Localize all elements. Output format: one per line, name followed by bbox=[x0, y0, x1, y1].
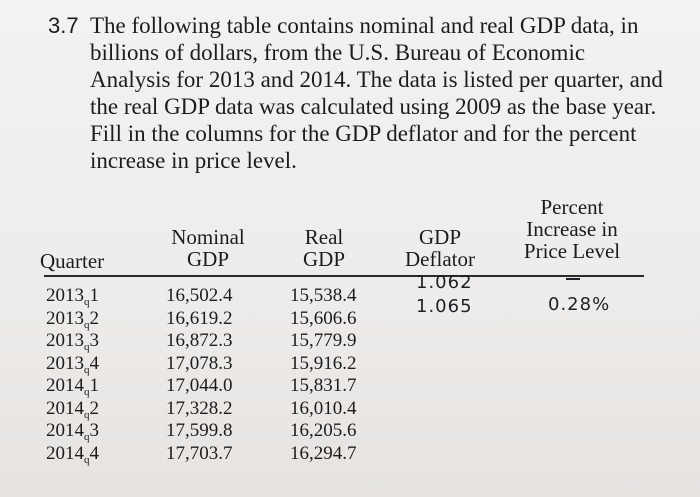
real-gdp-cell: 15,831.7 bbox=[290, 375, 357, 396]
quarter-cell: 2014q2 bbox=[46, 397, 99, 421]
real-gdp-cell: 16,294.7 bbox=[290, 442, 357, 464]
handwritten-deflator-1: 1.062 bbox=[416, 272, 473, 293]
header-quarter: Quarter bbox=[40, 249, 105, 273]
real-gdp-cell: 16,010.4 bbox=[290, 397, 357, 419]
real-gdp-cell: 15,538.4 bbox=[290, 285, 357, 306]
nominal-gdp-cell: 17,078.3 bbox=[166, 352, 233, 374]
quarter-cell: 2013q1 bbox=[46, 285, 99, 308]
nominal-gdp-cell: 17,599.8 bbox=[166, 420, 233, 441]
nominal-gdp-cell: 17,703.7 bbox=[166, 442, 233, 464]
nominal-gdp-cell: 16,619.2 bbox=[166, 307, 233, 329]
header-nominal-gdp: Nominal GDP bbox=[171, 225, 245, 271]
handwritten-deflator-2: 1.065 bbox=[416, 296, 473, 317]
problem-statement: 3.7 The following table contains nominal… bbox=[48, 12, 668, 174]
quarter-column: 2013q1 2013q2 2013q3 2013q4 2014q1 2014q2 2014… bbox=[46, 285, 99, 465]
nominal-gdp-cell: 17,328.2 bbox=[166, 397, 233, 419]
quarter-cell: 2013q3 bbox=[46, 330, 99, 353]
real-gdp-cell: 15,779.9 bbox=[290, 330, 357, 351]
handwritten-dash bbox=[566, 278, 580, 280]
header-rule bbox=[44, 275, 644, 277]
quarter-cell: 2014q4 bbox=[46, 442, 99, 466]
nominal-gdp-column: 16,502.4 16,619.2 16,872.3 17,078.3 17,044.0… bbox=[166, 285, 233, 465]
header-gdp-deflator: GDP Deflator bbox=[405, 225, 475, 271]
real-gdp-cell: 15,916.2 bbox=[290, 352, 357, 374]
nominal-gdp-cell: 16,502.4 bbox=[166, 285, 233, 306]
real-gdp-cell: 15,606.6 bbox=[290, 307, 357, 329]
quarter-cell: 2014q1 bbox=[46, 375, 99, 398]
nominal-gdp-cell: 16,872.3 bbox=[166, 330, 233, 351]
quarter-cell: 2013q2 bbox=[46, 307, 99, 331]
quarter-cell: 2014q3 bbox=[46, 420, 99, 443]
problem-text: The following table contains nominal and… bbox=[90, 13, 663, 173]
header-real-gdp: Real GDP bbox=[302, 225, 345, 271]
nominal-gdp-cell: 17,044.0 bbox=[166, 375, 233, 396]
header-percent-increase: Percent Increase in Price Level bbox=[523, 195, 621, 263]
handwritten-percent-2: 0.28% bbox=[548, 294, 611, 315]
problem-number: 3.7 bbox=[48, 13, 79, 38]
quarter-cell: 2013q4 bbox=[46, 352, 99, 376]
real-gdp-cell: 16,205.6 bbox=[290, 420, 357, 441]
real-gdp-column: 15,538.4 15,606.6 15,779.9 15,916.2 15,831.7… bbox=[290, 285, 357, 465]
